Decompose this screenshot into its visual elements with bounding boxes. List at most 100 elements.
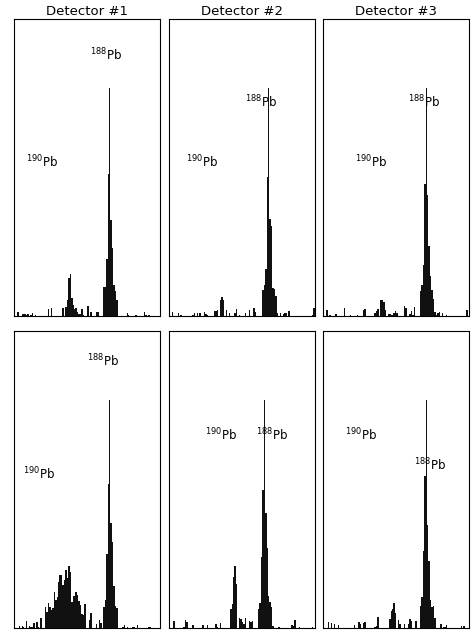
Bar <box>331 623 332 628</box>
Bar <box>71 297 73 316</box>
Bar <box>426 88 427 316</box>
Bar <box>45 607 46 628</box>
Bar <box>233 577 235 628</box>
Bar <box>412 315 414 316</box>
Bar <box>360 624 361 628</box>
Bar <box>48 309 49 316</box>
Bar <box>144 312 146 316</box>
Bar <box>105 287 106 316</box>
Bar <box>376 626 377 628</box>
Bar <box>240 619 242 628</box>
Bar <box>388 314 389 316</box>
Bar <box>99 620 100 628</box>
Bar <box>354 624 356 628</box>
Bar <box>235 566 236 628</box>
Bar <box>398 620 399 628</box>
Bar <box>223 300 224 316</box>
Bar <box>350 315 351 316</box>
Bar <box>426 400 427 628</box>
Bar <box>249 310 250 316</box>
Bar <box>264 285 265 316</box>
Bar <box>445 627 446 628</box>
Bar <box>377 310 379 316</box>
Bar <box>83 615 84 628</box>
Bar <box>414 307 415 316</box>
Bar <box>220 622 221 628</box>
Bar <box>217 310 219 316</box>
Title: Detector #1: Detector #1 <box>46 5 128 18</box>
Bar <box>105 600 106 628</box>
Bar <box>115 292 116 316</box>
Bar <box>391 315 392 316</box>
Bar <box>434 619 436 628</box>
Bar <box>124 624 125 628</box>
Bar <box>464 626 465 628</box>
Bar <box>411 621 412 628</box>
Bar <box>185 620 186 628</box>
Bar <box>108 174 109 316</box>
Bar <box>245 313 246 316</box>
Bar <box>239 617 240 628</box>
Bar <box>207 315 208 316</box>
Bar <box>364 622 366 628</box>
Bar <box>258 610 259 628</box>
Bar <box>40 618 42 628</box>
Bar <box>75 308 77 316</box>
Bar <box>33 624 35 628</box>
Bar <box>404 306 405 316</box>
Bar <box>228 313 230 316</box>
Bar <box>32 313 33 316</box>
Bar <box>23 314 25 316</box>
Bar <box>103 287 105 316</box>
Bar <box>261 557 262 628</box>
Bar <box>277 313 278 316</box>
Bar <box>90 312 91 316</box>
Text: $^{190}$Pb: $^{190}$Pb <box>205 427 237 444</box>
Bar <box>427 526 428 628</box>
Bar <box>268 597 269 628</box>
Bar <box>82 310 83 316</box>
Bar <box>357 315 358 316</box>
Bar <box>268 88 269 316</box>
Bar <box>266 177 268 316</box>
Bar <box>109 400 110 628</box>
Bar <box>466 310 468 316</box>
Bar <box>428 561 430 628</box>
Bar <box>193 313 195 316</box>
Bar <box>56 597 58 628</box>
Bar <box>255 312 256 316</box>
Bar <box>265 513 266 628</box>
Bar <box>110 523 112 628</box>
Bar <box>431 608 433 628</box>
Bar <box>374 627 376 628</box>
Bar <box>26 315 27 316</box>
Bar <box>242 622 243 628</box>
Bar <box>25 315 26 316</box>
Bar <box>68 566 70 628</box>
Bar <box>49 607 51 628</box>
Bar <box>148 315 150 316</box>
Bar <box>383 303 385 316</box>
Bar <box>27 314 29 316</box>
Text: $^{190}$Pb: $^{190}$Pb <box>26 153 58 170</box>
Bar <box>396 313 398 316</box>
Bar <box>46 612 48 628</box>
Bar <box>183 627 185 628</box>
Bar <box>404 624 405 628</box>
Text: $^{190}$Pb: $^{190}$Pb <box>356 153 388 170</box>
Bar <box>275 296 277 316</box>
Bar <box>137 625 138 628</box>
Bar <box>299 627 300 628</box>
Bar <box>217 627 219 628</box>
Bar <box>73 305 74 316</box>
Bar <box>430 599 431 628</box>
Bar <box>51 610 52 628</box>
Text: $^{188}$Pb: $^{188}$Pb <box>245 94 277 111</box>
Bar <box>74 309 75 316</box>
Bar <box>36 622 37 628</box>
Bar <box>148 627 150 628</box>
Bar <box>245 617 246 628</box>
Bar <box>127 313 128 316</box>
Bar <box>84 604 86 628</box>
Bar <box>97 312 99 316</box>
